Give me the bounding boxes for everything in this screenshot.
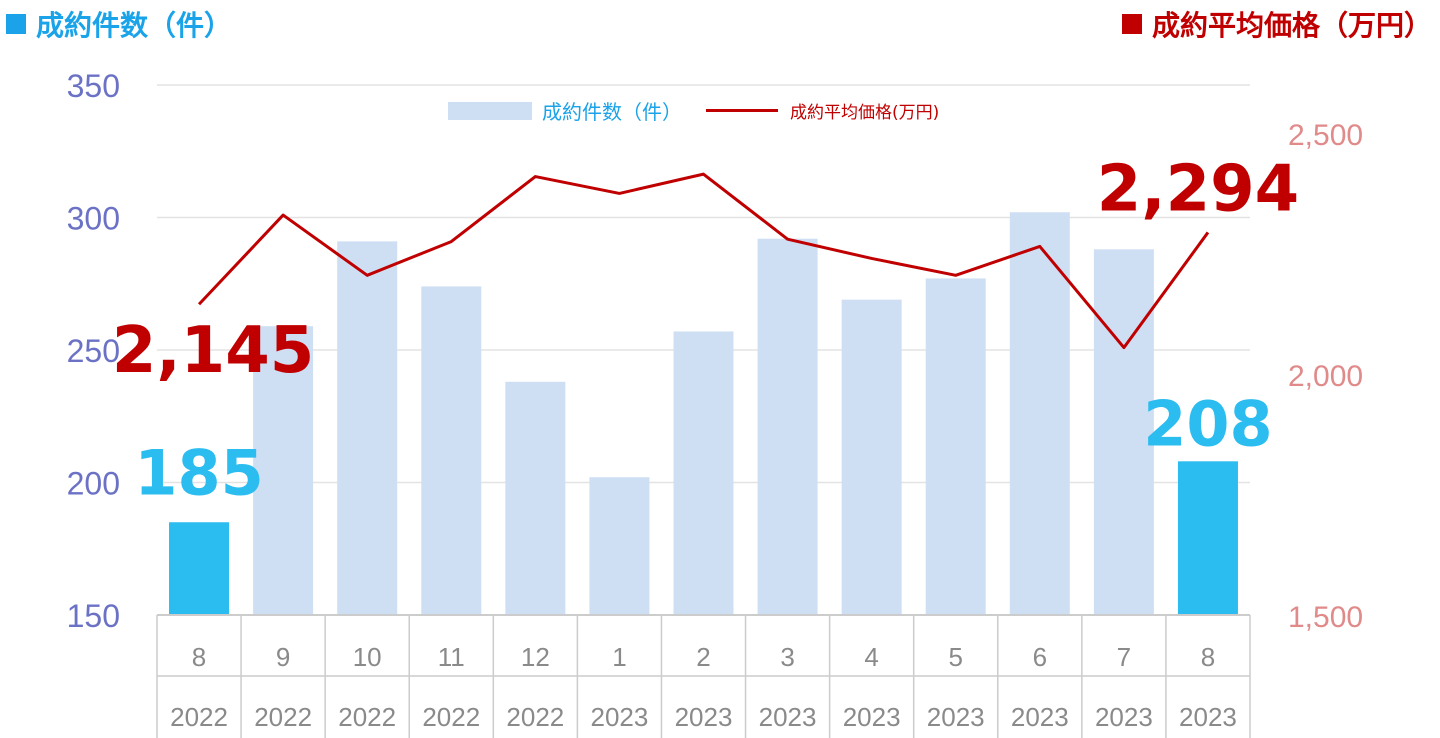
bar [673,331,734,615]
x-tick-year-label: 2023 [1011,702,1069,732]
bar [1093,249,1154,616]
price-line [197,172,1210,350]
right-axis-tick-label: 1,500 [1288,601,1363,634]
bar [925,278,986,615]
x-tick-month-label: 2 [696,642,710,672]
x-tick-month-label: 9 [276,642,290,672]
x-tick-month-label: 4 [864,642,878,672]
x-tick-year-label: 2023 [843,702,901,732]
right-axis-tick-label: 2,500 [1288,119,1363,152]
bar [169,522,230,615]
legend-bar-label: 成約件数（件） [542,100,682,124]
right-axis-header: 成約平均価格（万円） [1121,4,1432,44]
x-tick-year-label: 2022 [506,702,564,732]
bar [505,381,566,615]
x-tick-year-label: 2023 [759,702,817,732]
bar [253,326,314,615]
bar [1009,212,1070,615]
x-tick-year-label: 2022 [338,702,396,732]
right-axis-header-text: 成約平均価格（万円） [1151,9,1432,42]
x-tick-month-label: 7 [1117,642,1131,672]
left-axis-tick-label: 200 [67,466,120,502]
x-tick-year-label: 2023 [591,702,649,732]
right-axis-tick-label: 2,000 [1288,360,1363,393]
bar-data-label: 208 [1143,387,1272,460]
x-tick-year-label: 2023 [1179,702,1237,732]
x-tick-month-label: 6 [1033,642,1047,672]
left-series-swatch [6,14,26,34]
line-data-label: 2,145 [112,314,314,388]
x-tick-month-label: 12 [521,642,550,672]
bar [421,286,482,615]
x-tick-year-label: 2023 [675,702,733,732]
x-tick-month-label: 11 [438,642,465,672]
left-axis-tick-label: 350 [67,68,120,104]
left-axis-header: 成約件数（件） [6,4,232,44]
x-tick-month-label: 5 [948,642,962,672]
left-axis-header-text: 成約件数（件） [36,9,233,42]
left-axis-tick-label: 250 [67,333,120,369]
bar [589,477,650,615]
x-tick-month-label: 8 [1201,642,1215,672]
x-tick-month-label: 10 [353,642,382,672]
x-tick-year-label: 2022 [422,702,480,732]
x-tick-year-label: 2022 [254,702,312,732]
right-series-swatch [1121,14,1142,34]
legend-line-swatch [706,109,778,112]
chart-legend: 成約件数（件） 成約平均価格(万円) [448,96,939,125]
bar-data-label: 185 [134,436,263,509]
left-axis-tick-label: 150 [67,598,120,634]
x-tick-year-label: 2022 [170,702,228,732]
left-axis-tick-label: 300 [67,201,120,237]
line-data-label: 2,294 [1097,152,1299,226]
bar [1177,461,1238,615]
bar [841,299,902,615]
x-tick-month-label: 8 [192,642,206,672]
legend-bar-swatch [448,101,532,120]
legend-line-label: 成約平均価格(万円) [790,103,940,123]
bar [757,238,818,615]
x-tick-year-label: 2023 [1095,702,1153,732]
x-tick-month-label: 3 [780,642,794,672]
x-tick-year-label: 2023 [927,702,985,732]
x-tick-month-label: 1 [612,642,626,672]
bar [337,241,398,615]
